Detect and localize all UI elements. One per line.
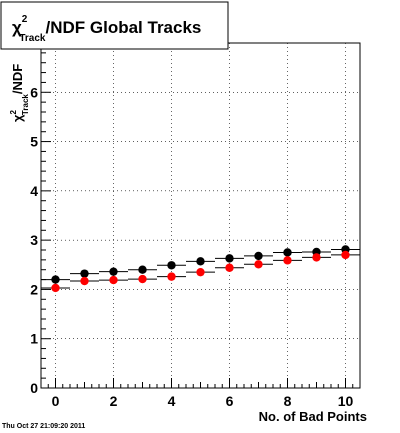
data-point — [312, 253, 321, 262]
y-tick-label: 5 — [30, 134, 38, 150]
data-point — [196, 267, 205, 277]
title-box: χ2 Track/NDF Global Tracks — [0, 1, 229, 50]
chart-title-sup: 2 — [22, 14, 28, 25]
y-axis-label-main: χ — [10, 114, 25, 122]
chart-title: χ2 Track/NDF Global Tracks — [12, 14, 201, 44]
data-point — [225, 254, 234, 263]
plot-frame — [40, 42, 361, 389]
data-point — [283, 248, 292, 257]
y-tick-label: 4 — [30, 183, 38, 199]
data-point — [225, 263, 234, 272]
data-point — [341, 250, 350, 260]
series-1 — [41, 250, 360, 293]
x-tick-label: 2 — [110, 393, 118, 409]
y-tick-label: 1 — [30, 331, 38, 347]
data-point — [196, 257, 205, 266]
data-marks — [41, 245, 360, 293]
data-point — [167, 261, 176, 270]
data-point — [80, 269, 89, 278]
chart-title-sub: Track — [19, 33, 46, 44]
data-point — [51, 283, 60, 293]
data-point — [51, 275, 60, 284]
x-tick-label: 6 — [226, 393, 234, 409]
data-point — [138, 274, 147, 284]
timestamp: Thu Oct 27 21:09:20 2011 — [2, 423, 85, 430]
y-tick-label: 2 — [30, 281, 38, 297]
y-axis-label-sub: Track — [21, 94, 30, 115]
x-tick-label: 4 — [168, 393, 176, 409]
x-tick-label: 0 — [52, 393, 60, 409]
series-0 — [41, 245, 360, 284]
data-point — [80, 276, 89, 286]
data-point — [254, 251, 263, 261]
y-axis-label-suffix: /NDF — [10, 64, 25, 94]
y-tick-label: 0 — [30, 380, 38, 396]
y-axis-label-sup: 2 — [9, 110, 18, 115]
x-tick-label: 10 — [338, 393, 354, 409]
data-point — [138, 265, 147, 274]
y-tick-label: 6 — [30, 84, 38, 100]
grid — [41, 43, 360, 388]
x-tick-label: 8 — [284, 393, 292, 409]
axis-ticks — [40, 42, 361, 389]
y-tick-label: 3 — [30, 232, 38, 248]
data-point — [283, 256, 292, 265]
y-axis-label: χ2 Track/NDF — [9, 64, 30, 122]
chart-title-suffix: /NDF Global Tracks — [46, 18, 202, 37]
data-point — [254, 260, 263, 269]
data-point — [167, 272, 176, 281]
chart-title-prefix: χ — [12, 18, 22, 37]
data-point — [109, 267, 118, 276]
tick-labels: 024681001234567 — [30, 35, 353, 409]
data-point — [109, 275, 118, 285]
x-axis-label: No. of Bad Points — [259, 409, 367, 424]
